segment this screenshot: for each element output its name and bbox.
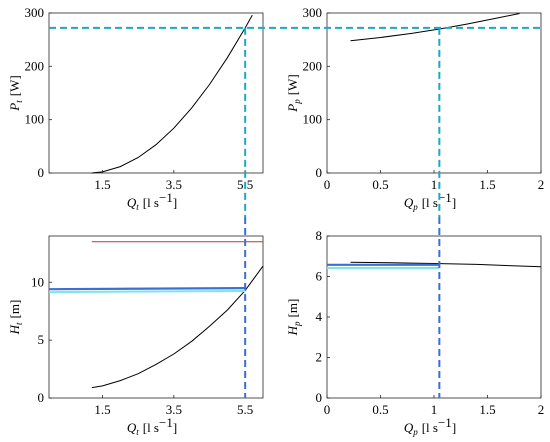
Hp-x-axis-label-unit: [l s <box>422 420 438 435</box>
Hp-x-axis-label-unit-close: ] <box>452 420 456 435</box>
Pt-y-axis-label: Pt [W] <box>7 75 24 111</box>
Hp-x-axis-label-symbol: Q <box>404 420 414 435</box>
Ht-x-tick-label: 5.5 <box>237 402 253 417</box>
Pp-x-tick-label: 1 <box>431 177 438 192</box>
Pp-axes-frame <box>326 12 542 174</box>
Ht-series-line-3 <box>48 290 246 294</box>
Pt-x-axis-label-unit-close: ] <box>173 195 177 210</box>
Pp-y-axis-label-unit: [W] <box>285 74 300 95</box>
Ht-y-tick-label: 0 <box>38 390 45 405</box>
Hp-x-axis-label-superscript: −1 <box>438 415 452 430</box>
Hp-axes-frame <box>326 235 542 399</box>
Pt-x-tick-label: 3.5 <box>166 177 182 192</box>
Hp-x-tick-label: 1 <box>431 402 438 417</box>
chart-Pp: 0 0.5 1 1.5 2 0 100 200 300 Qp [l s−1] Pp [W] <box>285 5 544 212</box>
Pp-y-axis-label-symbol: P <box>285 104 300 113</box>
Pp-x-axis-label: Qp [l s−1] <box>404 190 456 212</box>
Pt-x-axis-label-subscript: t <box>136 202 139 212</box>
Pp-x-tick-label: 0.5 <box>372 177 388 192</box>
Ht-y-axis-label-subscript: t <box>14 322 24 325</box>
Ht-y-axis-label: Ht [m] <box>7 300 24 336</box>
Pt-y-axis-label-unit: [W] <box>7 75 22 96</box>
Hp-x-axis-label-subscript: p <box>412 427 418 437</box>
Pt-y-axis-label-symbol: P <box>7 103 22 112</box>
Hp-y-axis-label: Hp [m] <box>285 299 302 337</box>
Pp-y-axis-label-subscript: p <box>292 99 302 105</box>
Hp-y-tick-label: 4 <box>316 309 323 324</box>
Pp-x-axis-label-superscript: −1 <box>438 190 452 205</box>
Hp-series-line-0 <box>350 261 542 268</box>
Ht-x-axis-label-unit-close: ] <box>173 420 177 435</box>
Pp-y-tick-label: 200 <box>303 58 323 73</box>
Pp-x-axis-label-unit-close: ] <box>452 195 456 210</box>
Pp-y-axis-label: Pp [W] <box>285 74 302 112</box>
Pp-x-axis-label-subscript: p <box>412 202 418 212</box>
Pt-x-axis-label: Qt [l s−1] <box>127 190 177 212</box>
Hp-x-tick-label: 0 <box>324 402 331 417</box>
Pt-series-line-0 <box>91 14 253 174</box>
Ht-x-axis-label-superscript: −1 <box>159 415 173 430</box>
Hp-y-axis-label-unit: [m] <box>285 299 300 318</box>
Hp-y-tick-label: 6 <box>316 269 323 284</box>
Ht-y-axis-label-symbol: H <box>7 324 22 335</box>
Pt-y-tick-label: 100 <box>25 112 45 127</box>
Pt-y-tick-label: 200 <box>25 58 45 73</box>
Hp-x-tick-label: 2 <box>538 402 545 417</box>
Pp-y-tick-label: 100 <box>303 112 323 127</box>
Pt-x-axis-label-superscript: −1 <box>159 190 173 205</box>
connector-lines <box>49 26 541 398</box>
Hp-y-axis-label-subscript: p <box>292 321 302 327</box>
Pp-y-tick-label: 300 <box>303 5 323 20</box>
Hp-y-tick-label: 0 <box>316 390 323 405</box>
Ht-y-tick-label: 10 <box>31 274 44 289</box>
Ht-axes-frame <box>48 235 264 399</box>
Ht-x-tick-label: 1.5 <box>94 402 110 417</box>
Pt-y-tick-label: 300 <box>25 5 45 20</box>
Ht-x-axis-label-symbol: Q <box>127 420 137 435</box>
chart-Ht: 1.5 3.5 5.5 0 5 10 Qt [l s−1] Ht [m] <box>7 235 264 437</box>
Pt-y-tick-label: 0 <box>38 165 45 180</box>
Hp-x-tick-label: 1.5 <box>479 402 495 417</box>
Ht-series-line-0 <box>91 265 264 389</box>
Ht-series-line-2 <box>48 287 246 291</box>
Pt-x-tick-label: 1.5 <box>94 177 110 192</box>
Pt-y-axis-label-subscript: t <box>14 100 24 103</box>
Pt-x-axis-label-symbol: Q <box>127 195 137 210</box>
Hp-x-axis-label: Qp [l s−1] <box>404 415 456 437</box>
Ht-y-tick-label: 5 <box>38 332 45 347</box>
Pp-x-axis-label-unit: [l s <box>422 195 438 210</box>
Pp-x-axis-label-symbol: Q <box>404 195 414 210</box>
Pp-x-tick-label: 2 <box>538 177 545 192</box>
Ht-x-axis-label-subscript: t <box>136 427 139 437</box>
Ht-x-axis-label-unit: [l s <box>143 420 159 435</box>
Hp-y-tick-label: 2 <box>316 350 323 365</box>
Pp-x-tick-label: 0 <box>324 177 331 192</box>
Ht-y-axis-label-unit: [m] <box>7 300 22 319</box>
Pt-x-axis-label-unit: [l s <box>143 195 159 210</box>
Ht-x-axis-label: Qt [l s−1] <box>127 415 177 437</box>
Hp-y-axis-label-symbol: H <box>285 325 300 336</box>
chart-Hp: 0 0.5 1 1.5 2 0 2 4 6 8 Qp [l s−1] Hp [m] <box>285 228 544 437</box>
Pp-x-tick-label: 1.5 <box>479 177 495 192</box>
Hp-y-tick-label: 8 <box>316 228 323 243</box>
Ht-x-tick-label: 3.5 <box>166 402 182 417</box>
Pt-axes-frame <box>48 12 264 174</box>
Hp-x-tick-label: 0.5 <box>372 402 388 417</box>
Pp-y-tick-label: 0 <box>316 165 323 180</box>
